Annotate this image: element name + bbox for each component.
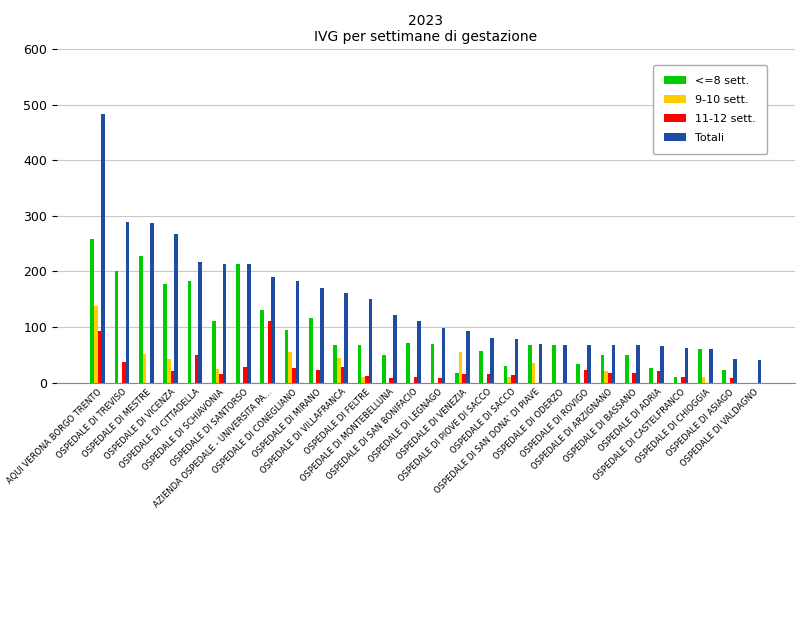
- Bar: [243, 367, 247, 383]
- Bar: [584, 370, 587, 383]
- Bar: [511, 375, 514, 383]
- Bar: [490, 338, 494, 383]
- Bar: [441, 328, 445, 383]
- Bar: [577, 364, 580, 383]
- Bar: [681, 377, 684, 383]
- Bar: [723, 370, 726, 383]
- Bar: [358, 345, 362, 383]
- Bar: [709, 349, 713, 383]
- Bar: [126, 222, 129, 383]
- Bar: [507, 377, 511, 383]
- Bar: [539, 344, 543, 383]
- Bar: [552, 346, 556, 383]
- Title: 2023
IVG per settimane di gestazione: 2023 IVG per settimane di gestazione: [314, 14, 538, 44]
- Bar: [650, 368, 653, 383]
- Bar: [702, 377, 706, 383]
- Bar: [199, 262, 202, 383]
- Bar: [97, 331, 101, 383]
- Bar: [167, 358, 170, 383]
- Bar: [514, 339, 518, 383]
- Bar: [684, 348, 689, 383]
- Bar: [101, 114, 105, 383]
- Bar: [337, 357, 341, 383]
- Bar: [212, 321, 216, 383]
- Bar: [289, 352, 292, 383]
- Bar: [757, 360, 762, 383]
- Bar: [216, 369, 219, 383]
- Bar: [528, 346, 531, 383]
- Bar: [187, 281, 191, 383]
- Bar: [345, 293, 348, 383]
- Bar: [418, 321, 421, 383]
- Bar: [455, 373, 458, 383]
- Bar: [531, 363, 535, 383]
- Bar: [393, 315, 397, 383]
- Bar: [139, 256, 143, 383]
- Bar: [170, 371, 174, 383]
- Bar: [90, 239, 94, 383]
- Bar: [438, 378, 441, 383]
- Bar: [114, 271, 118, 383]
- Bar: [563, 345, 567, 383]
- Bar: [674, 377, 677, 383]
- Bar: [504, 366, 507, 383]
- Bar: [487, 374, 490, 383]
- Bar: [587, 345, 591, 383]
- Bar: [268, 321, 272, 383]
- Bar: [195, 355, 199, 383]
- Bar: [247, 264, 251, 383]
- Bar: [369, 299, 372, 383]
- Bar: [698, 349, 702, 383]
- Bar: [316, 370, 320, 383]
- Bar: [406, 342, 410, 383]
- Bar: [389, 378, 393, 383]
- Bar: [260, 310, 264, 383]
- Bar: [365, 376, 369, 383]
- Bar: [611, 346, 616, 383]
- Bar: [163, 284, 167, 383]
- Legend: <=8 sett., 9-10 sett., 11-12 sett., Totali: <=8 sett., 9-10 sett., 11-12 sett., Tota…: [653, 65, 767, 154]
- Bar: [633, 373, 636, 383]
- Bar: [733, 358, 737, 383]
- Bar: [143, 354, 146, 383]
- Bar: [150, 223, 153, 383]
- Bar: [604, 371, 608, 383]
- Bar: [341, 367, 345, 383]
- Bar: [333, 345, 337, 383]
- Bar: [122, 362, 126, 383]
- Bar: [608, 373, 611, 383]
- Bar: [272, 277, 275, 383]
- Bar: [382, 355, 386, 383]
- Bar: [174, 234, 178, 383]
- Bar: [223, 263, 226, 383]
- Bar: [292, 368, 296, 383]
- Bar: [601, 355, 604, 383]
- Bar: [657, 371, 660, 383]
- Bar: [660, 346, 664, 383]
- Bar: [94, 306, 97, 383]
- Bar: [362, 377, 365, 383]
- Bar: [414, 377, 418, 383]
- Bar: [431, 344, 434, 383]
- Bar: [219, 374, 223, 383]
- Bar: [320, 288, 324, 383]
- Bar: [458, 352, 462, 383]
- Bar: [236, 264, 240, 383]
- Bar: [309, 318, 313, 383]
- Bar: [730, 378, 733, 383]
- Bar: [466, 331, 470, 383]
- Bar: [625, 355, 629, 383]
- Bar: [479, 351, 483, 383]
- Bar: [636, 346, 640, 383]
- Bar: [462, 374, 466, 383]
- Bar: [285, 329, 289, 383]
- Bar: [296, 281, 299, 383]
